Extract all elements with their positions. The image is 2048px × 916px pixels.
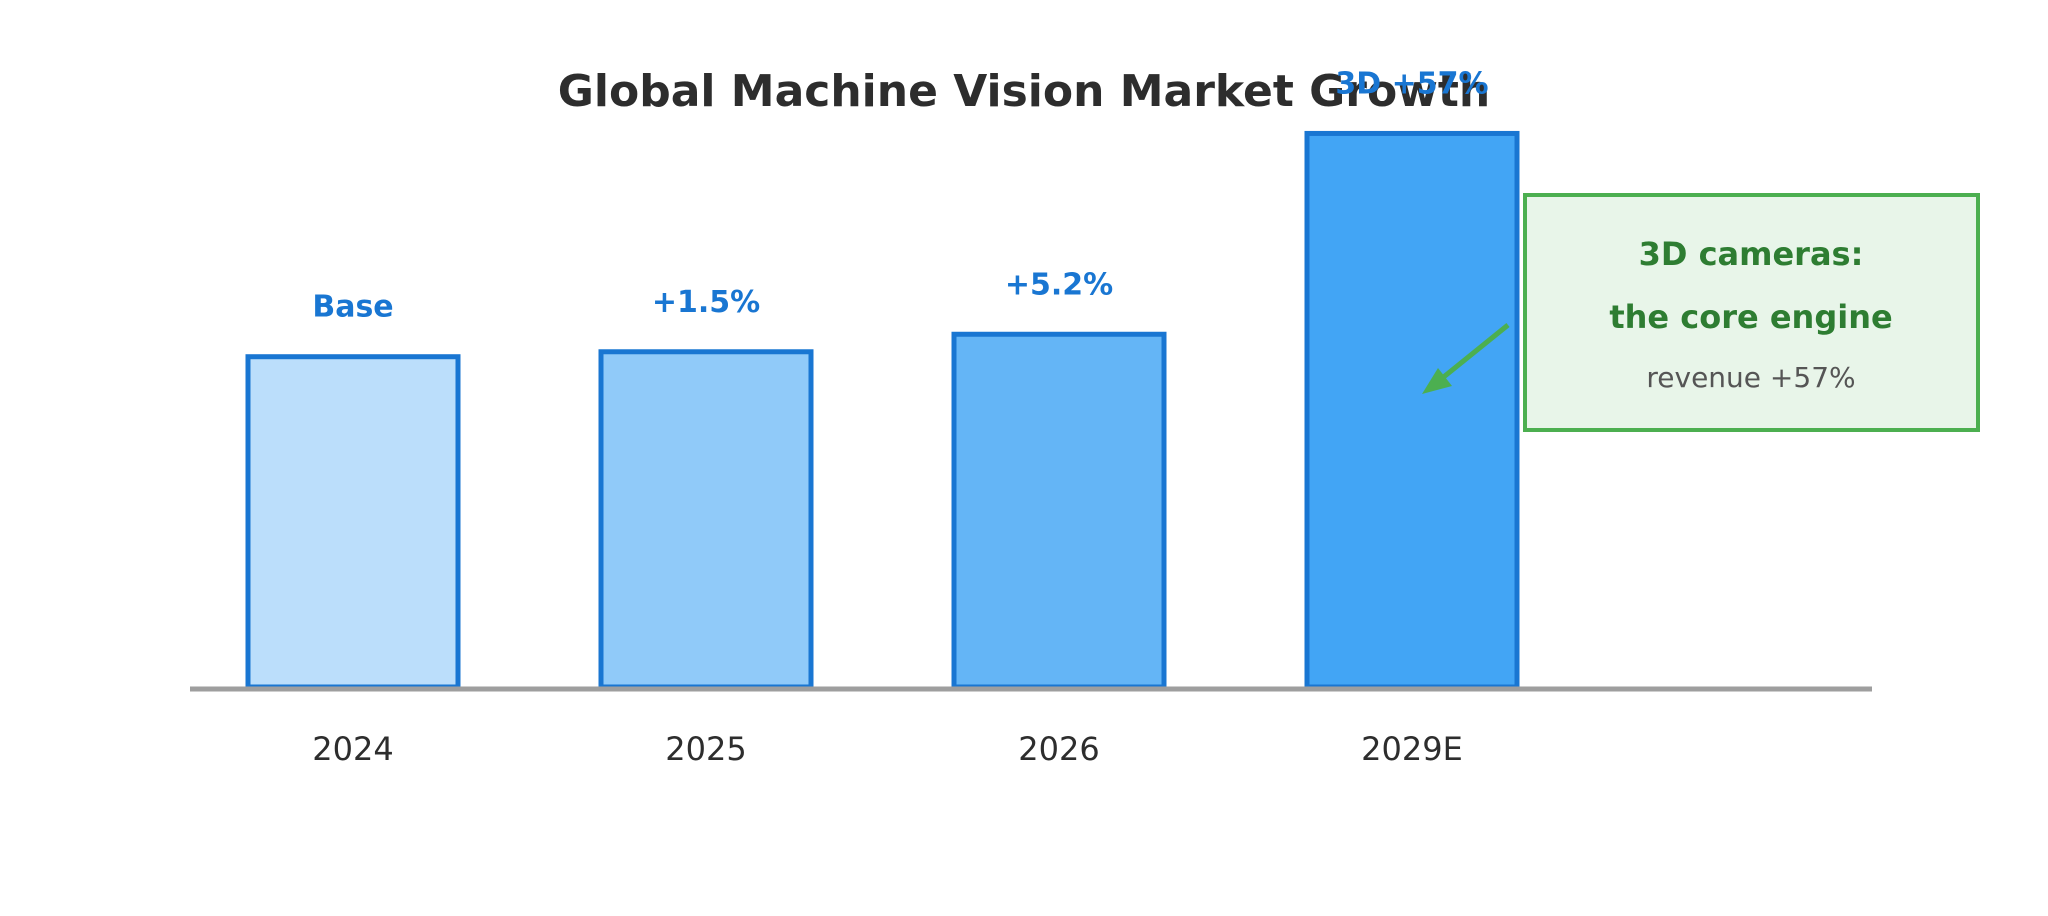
bar-2029e (1304, 130, 1520, 690)
chart-title: Global Machine Vision Market Growth (558, 66, 1490, 117)
bar-2024 (245, 354, 461, 690)
x-tick-label-2026: 2026 (1018, 730, 1099, 768)
annotation-note: revenue +57% (1646, 361, 1855, 394)
annotation-arrow-head (1422, 368, 1452, 394)
x-tick-label-2024: 2024 (312, 730, 393, 768)
x-tick-label-2029e: 2029E (1361, 730, 1463, 768)
annotation-title: 3D cameras: (1639, 235, 1864, 273)
annotation-box (1523, 193, 1980, 432)
bar-value-label-2025: +1.5% (652, 285, 760, 320)
bar-value-label-2029e: 3D +57% (1335, 66, 1488, 101)
x-tick-labels: 2024 2025 2026 2029E (312, 730, 1463, 768)
x-tick-label-2025: 2025 (665, 730, 746, 768)
bars-group: Base +1.5% +5.2% 3D +57% (245, 66, 1520, 690)
bar-2026 (951, 331, 1167, 690)
bar-2025 (598, 349, 814, 690)
bar-value-label-2024: Base (312, 290, 393, 325)
annotation-subtitle: the core engine (1609, 298, 1892, 336)
bar-value-label-2026: +5.2% (1005, 267, 1113, 302)
annotation-callout: 3D cameras: the core engine revenue +57% (1422, 193, 1980, 432)
